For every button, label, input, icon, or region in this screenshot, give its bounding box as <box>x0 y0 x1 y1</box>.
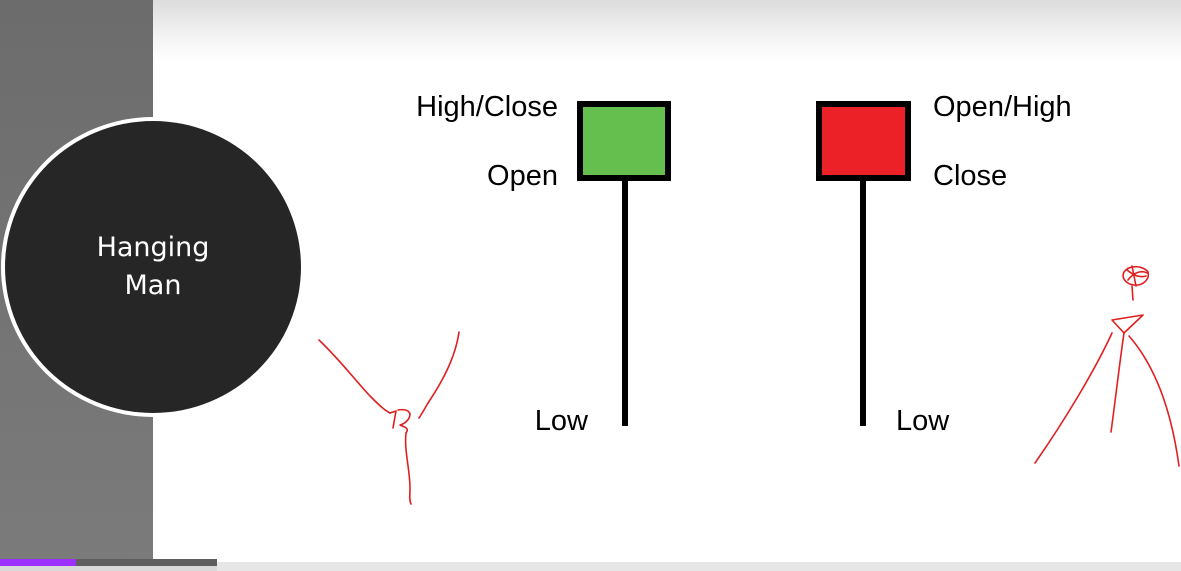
player-control-bar <box>217 562 1181 571</box>
video-progress-played <box>0 559 76 566</box>
video-progress-bar[interactable] <box>0 559 217 566</box>
bullish-high-close-label: High/Close <box>416 91 558 123</box>
title-circle: Hanging Man <box>5 121 301 413</box>
handwritten-sketch-left <box>318 331 460 505</box>
slide-title-line-1: Hanging <box>96 232 210 263</box>
bearish-close-label: Close <box>933 160 1008 192</box>
bearish-open-high-label: Open/High <box>933 91 1072 123</box>
bearish-candle-body <box>816 101 911 181</box>
bearish-low-label: Low <box>896 405 950 437</box>
bullish-low-label: Low <box>534 405 588 437</box>
bullish-candle-body <box>577 101 671 181</box>
slide-header-gradient <box>153 0 1181 62</box>
slide-title-line-2: Man <box>124 270 182 301</box>
slide-title: Hanging Man <box>73 229 233 305</box>
handwritten-sketch-right <box>1034 265 1180 467</box>
bullish-open-label: Open <box>487 160 558 192</box>
